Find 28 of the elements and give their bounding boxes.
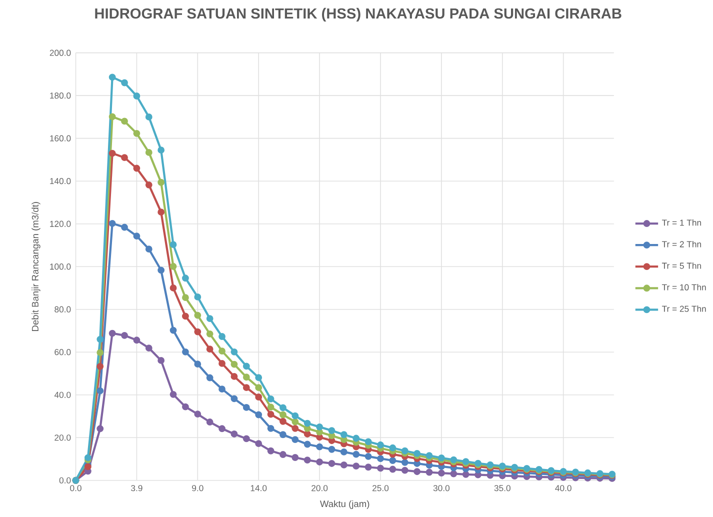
y-tick-label: 200.0 xyxy=(50,50,71,56)
x-tick-label: 30.0 xyxy=(433,484,450,492)
chart-title: HIDROGRAF SATUAN SINTETIK (HSS) NAKAYASU PADA SUNGAI CIRARAB xyxy=(95,8,622,22)
y-tick-label: 180.0 xyxy=(50,92,71,99)
y-tick-label: 140.0 xyxy=(50,178,71,184)
x-tick-label: 9.0 xyxy=(192,484,204,492)
x-tick-label: 40.0 xyxy=(555,484,572,492)
y-tick-label: 160.0 xyxy=(50,135,71,142)
x-tick-label: 35.0 xyxy=(494,484,510,492)
y-tick-label: 60.0 xyxy=(54,348,71,356)
x-tick-label: 0.0 xyxy=(70,484,82,492)
y-tick-label: 80.0 xyxy=(54,306,71,312)
legend-label: Tr = 10 Thn xyxy=(662,284,706,290)
y-tick-label: 100.0 xyxy=(50,263,71,270)
legend-label: Tr = 1 Thn xyxy=(662,219,701,226)
x-tick-label: 14.0 xyxy=(250,484,267,492)
x-tick-label: 25.0 xyxy=(372,484,389,492)
y-tick-label: 120.0 xyxy=(50,220,71,227)
legend-label: Tr = 2 Thn xyxy=(662,240,701,248)
x-tick-label: 20.0 xyxy=(312,484,328,492)
y-tick-label: 40.0 xyxy=(54,392,71,398)
legend-label: Tr = 25 Thn xyxy=(662,305,706,312)
y-tick-label: 20.0 xyxy=(54,434,71,441)
y-axis-title: Debit Banjir Rancangan (m3/dt) xyxy=(32,202,40,331)
y-tick-label: 0.0 xyxy=(59,477,71,484)
x-axis-title: Waktu (jam) xyxy=(320,500,370,509)
legend-label: Tr = 5 Thn xyxy=(662,262,701,269)
x-tick-label: 3.9 xyxy=(131,484,142,492)
